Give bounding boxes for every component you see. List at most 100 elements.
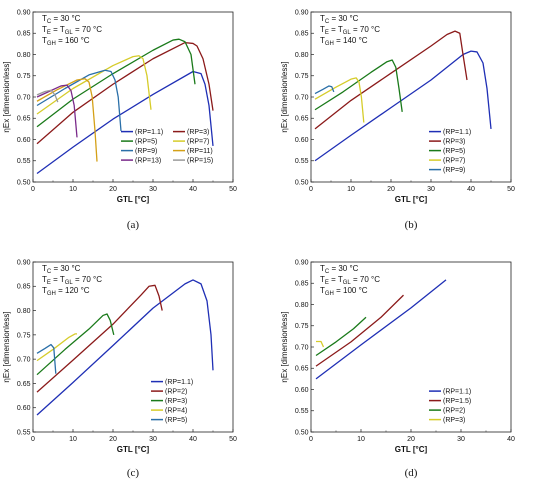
x-axis-label: GTL [°C] xyxy=(395,445,428,454)
y-tick-label: 0.70 xyxy=(17,94,31,101)
annotation-text: = T xyxy=(51,275,65,284)
y-tick-label: 0.85 xyxy=(295,281,309,288)
annotation-subscript: C xyxy=(325,269,330,275)
y-tick-label: 0.60 xyxy=(17,405,31,412)
y-tick-label: 0.50 xyxy=(295,179,309,186)
x-tick-label: 10 xyxy=(69,436,77,443)
annotation-tc: TC = 30 °C xyxy=(42,264,81,275)
legend-entry: (RP=15) xyxy=(187,158,213,165)
annotation-text: = 70 °C xyxy=(351,275,380,284)
series-line-1 xyxy=(314,30,468,130)
annotation-text: = T xyxy=(51,25,65,34)
x-tick-label: 40 xyxy=(467,186,475,193)
y-axis-label: ηEx [dimensionless] xyxy=(2,61,11,132)
x-tick-label: 50 xyxy=(507,186,515,193)
legend-entry: (RP=3) xyxy=(443,139,465,146)
x-tick-label: 20 xyxy=(109,186,117,193)
annotation-subscript: GH xyxy=(47,291,56,297)
y-tick-label: 0.65 xyxy=(17,116,31,123)
annotation-text: T xyxy=(320,14,325,23)
y-tick-label: 0.60 xyxy=(295,387,309,394)
annotation-text: T xyxy=(42,264,47,273)
x-tick-label: 10 xyxy=(357,436,365,443)
chart-panel-b: 0 10 20 30 40 50 0.50 0.55 0.60 0.65 0.70 0.75 0.80 0… xyxy=(280,9,515,231)
annotation-subscript: C xyxy=(47,19,52,25)
y-tick-label: 0.55 xyxy=(17,429,31,436)
annotation-text: T xyxy=(42,14,47,23)
series-line-1 xyxy=(315,294,404,367)
y-tick-label: 0.90 xyxy=(295,259,309,266)
series-line-2 xyxy=(36,38,196,128)
legend-entry: (RP=1.5) xyxy=(443,398,471,405)
y-tick-label: 0.90 xyxy=(17,9,31,16)
annotation-text: = 100 °C xyxy=(334,286,368,295)
panel-label: (c) xyxy=(127,467,140,479)
annotation-text: T xyxy=(42,275,47,284)
legend-entry: (RP=1.1) xyxy=(135,129,163,136)
annotation-subscript: GH xyxy=(325,291,334,297)
y-tick-label: 0.90 xyxy=(17,259,31,266)
series-line-3 xyxy=(316,340,325,348)
annotation-tgh: TGH = 140 °C xyxy=(320,36,368,47)
legend-entry: (RP=3) xyxy=(165,398,187,405)
series-line-7 xyxy=(36,89,59,103)
chart-panel-a: 0 10 20 30 40 50 0.50 0.55 0.60 0.65 0.70 0.75 0.80 0… xyxy=(2,9,237,231)
x-tick-label: 10 xyxy=(69,186,77,193)
series-line-0 xyxy=(315,279,447,380)
legend-entry: (RP=5) xyxy=(443,148,465,155)
chart-panel-c: 0 10 20 30 40 50 0.55 0.60 0.65 0.70 0.75 0.80 0.85 0… xyxy=(2,259,237,479)
y-axis-label: ηEx [dimensionless] xyxy=(280,61,289,132)
annotation-te-tgl: TE = TGL = 70 °C xyxy=(320,275,380,286)
y-tick-label: 0.60 xyxy=(295,137,309,144)
y-tick-label: 0.85 xyxy=(17,31,31,38)
y-tick-label: 0.55 xyxy=(295,158,309,165)
legend-entry: (RP=7) xyxy=(443,158,465,165)
annotation-tc: TC = 30 °C xyxy=(320,14,359,25)
annotation-subscript: E xyxy=(325,30,329,36)
annotation-text: T xyxy=(320,25,325,34)
annotation-tgh: TGH = 100 °C xyxy=(320,286,368,297)
y-tick-label: 0.60 xyxy=(17,137,31,144)
series-line-3 xyxy=(36,333,77,362)
annotation-text: = 30 °C xyxy=(329,14,358,23)
series-line-3 xyxy=(314,77,365,123)
y-tick-label: 0.75 xyxy=(17,73,31,80)
annotation-subscript: E xyxy=(325,280,329,286)
y-tick-label: 0.70 xyxy=(295,94,309,101)
series-line-0 xyxy=(314,50,492,162)
series-line-3 xyxy=(36,55,152,115)
x-axis-label: GTL [°C] xyxy=(395,195,428,204)
annotation-subscript: E xyxy=(47,280,51,286)
y-tick-label: 0.70 xyxy=(17,357,31,364)
legend-entry: (RP=5) xyxy=(165,417,187,424)
legend-entry: (RP=1.1) xyxy=(443,389,471,396)
annotation-subscript: GL xyxy=(343,30,352,36)
y-tick-label: 0.65 xyxy=(17,381,31,388)
x-tick-label: 10 xyxy=(347,186,355,193)
series-line-4 xyxy=(314,85,335,95)
x-tick-label: 30 xyxy=(149,436,157,443)
annotation-text: = 140 °C xyxy=(334,36,368,45)
x-tick-label: 50 xyxy=(229,436,237,443)
x-tick-label: 0 xyxy=(31,186,35,193)
panel-label: (b) xyxy=(405,219,418,231)
x-tick-label: 20 xyxy=(407,436,415,443)
series-line-1 xyxy=(36,284,163,393)
x-tick-label: 0 xyxy=(309,186,313,193)
y-tick-label: 0.75 xyxy=(17,332,31,339)
annotation-text: = T xyxy=(329,25,343,34)
y-tick-label: 0.65 xyxy=(295,116,309,123)
annotation-text: T xyxy=(320,264,325,273)
annotation-subscript: GH xyxy=(47,41,56,47)
y-tick-label: 0.55 xyxy=(295,408,309,415)
panel-label: (a) xyxy=(127,219,140,231)
annotation-text: T xyxy=(320,286,325,295)
y-tick-label: 0.85 xyxy=(17,284,31,291)
legend-entry: (RP=11) xyxy=(187,148,213,155)
series-line-2 xyxy=(315,316,367,357)
series-line-5 xyxy=(36,78,98,162)
y-tick-label: 0.80 xyxy=(295,52,309,59)
annotation-subscript: GH xyxy=(325,41,334,47)
x-tick-label: 50 xyxy=(229,186,237,193)
